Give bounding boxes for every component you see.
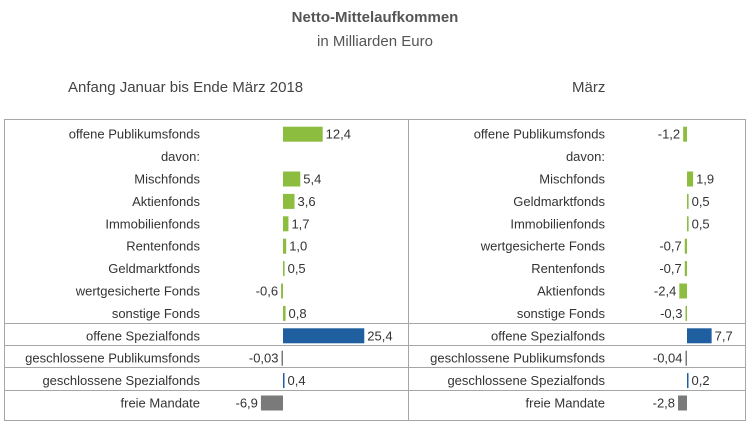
bar — [679, 283, 687, 299]
bar — [685, 305, 687, 321]
bar — [260, 395, 283, 411]
category-label: sonstige Fonds — [112, 306, 201, 321]
data-label: 7,7 — [715, 328, 733, 343]
data-label: 1,9 — [696, 172, 714, 187]
category-label: Rentenfonds — [126, 239, 200, 254]
data-label: -0,3 — [660, 306, 682, 321]
category-label: geschlossene Spezialfonds — [447, 373, 605, 388]
data-label: 1,0 — [289, 239, 307, 254]
bar — [678, 395, 687, 411]
category-label: geschlossene Publikumsfonds — [25, 351, 200, 366]
category-label: offene Spezialfonds — [86, 328, 200, 343]
data-label: -2,8 — [653, 396, 675, 411]
bar — [685, 350, 687, 366]
category-label: offene Publikumsfonds — [69, 127, 201, 142]
category-label: offene Spezialfonds — [491, 328, 605, 343]
category-label: geschlossene Publikumsfonds — [430, 351, 605, 366]
category-label: Aktienfonds — [537, 284, 605, 299]
category-label: geschlossene Spezialfonds — [42, 373, 200, 388]
data-label: 25,4 — [367, 328, 392, 343]
data-label: -0,03 — [249, 351, 279, 366]
category-label: Geldmarktfonds — [108, 261, 200, 276]
panel-title-left: Anfang Januar bis Ende März 2018 — [68, 79, 304, 96]
bar — [684, 261, 687, 277]
bar — [687, 171, 694, 187]
panel-title-right: März — [572, 79, 606, 96]
category-label: Immobilienfonds — [510, 216, 605, 231]
data-label: 0,5 — [288, 261, 306, 276]
bar — [683, 126, 687, 142]
category-label: wertgesicherte Fonds — [75, 284, 201, 299]
bar — [687, 373, 689, 389]
bar — [283, 171, 301, 187]
bar — [281, 350, 283, 366]
panel-left: offene Publikumsfonds 12,4 davon: Mischfond… — [25, 126, 393, 411]
category-label: sonstige Fonds — [517, 306, 606, 321]
category-label: Mischfonds — [539, 172, 605, 187]
bar — [687, 193, 689, 209]
category-label: Rentenfonds — [531, 261, 605, 276]
data-label: -0,7 — [659, 261, 681, 276]
category-label: offene Publikumsfonds — [474, 127, 606, 142]
panel-right: offene Publikumsfonds -1,2 davon: Mischfond… — [430, 126, 733, 411]
bar — [283, 193, 295, 209]
data-label: 12,4 — [326, 127, 351, 142]
data-label: 5,4 — [303, 172, 321, 187]
data-label: 0,4 — [288, 373, 306, 388]
data-label: 0,5 — [692, 194, 710, 209]
data-label: -0,04 — [653, 351, 683, 366]
data-label: 1,7 — [291, 216, 309, 231]
bar — [283, 373, 285, 389]
data-label: 0,8 — [289, 306, 307, 321]
chart-subtitle: in Milliarden Euro — [317, 33, 433, 50]
bar — [281, 283, 283, 299]
bar — [283, 261, 285, 277]
bar — [283, 238, 287, 254]
category-label: freie Mandate — [121, 396, 201, 411]
data-label: -6,9 — [236, 396, 258, 411]
bar — [283, 216, 289, 232]
category-label: Aktienfonds — [132, 194, 200, 209]
category-label: Mischfonds — [134, 172, 200, 187]
data-label: -1,2 — [658, 127, 680, 142]
data-label: 0,5 — [692, 216, 710, 231]
bar — [283, 126, 323, 142]
category-label: Immobilienfonds — [105, 216, 200, 231]
chart-frame — [4, 119, 746, 421]
bar — [283, 328, 365, 344]
data-label: -0,6 — [256, 284, 278, 299]
bar — [687, 216, 689, 232]
data-label: -0,7 — [659, 239, 681, 254]
category-label: davon: — [161, 149, 200, 164]
category-label: Geldmarktfonds — [513, 194, 605, 209]
category-label: davon: — [566, 149, 605, 164]
bar — [684, 238, 687, 254]
category-label: freie Mandate — [526, 396, 606, 411]
category-label: wertgesicherte Fonds — [480, 239, 606, 254]
data-label: 0,2 — [692, 373, 710, 388]
bar — [283, 305, 286, 321]
bar — [687, 328, 712, 344]
chart-title: Netto-Mittelaufkommen — [291, 9, 459, 26]
data-label: -2,4 — [654, 284, 676, 299]
data-label: 3,6 — [298, 194, 316, 209]
